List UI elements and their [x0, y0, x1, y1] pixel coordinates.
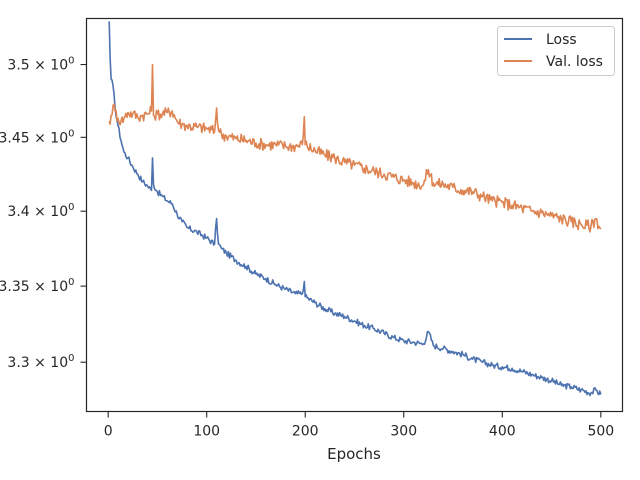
x-tick-label: 200 — [292, 424, 319, 440]
series-layer — [108, 21, 602, 397]
x-axis: 0 100 200 300 400 500 — [104, 411, 614, 440]
legend-label-loss: Loss — [546, 32, 577, 48]
series-line-loss — [108, 21, 602, 397]
x-axis-label: Epochs — [327, 445, 381, 463]
x-tick-label: 500 — [587, 424, 614, 440]
y-tick-label: 3.4 × 100 — [7, 202, 74, 220]
x-tick-label: 0 — [104, 424, 113, 440]
legend: Loss Val. loss — [497, 26, 615, 76]
y-tick-label: 3.3 × 100 — [7, 353, 74, 371]
y-tick-label: 3.35 × 100 — [0, 277, 75, 295]
x-tick-label: 300 — [390, 424, 417, 440]
x-tick-label: 100 — [193, 424, 220, 440]
legend-label-val-loss: Val. loss — [546, 54, 603, 70]
plot-frame — [85, 17, 624, 413]
y-tick-label: 3.5 × 100 — [7, 56, 74, 74]
y-axis: 3.3 × 100 3.35 × 100 3.4 × 100 3.45 × 100 3.… — [0, 56, 87, 371]
x-tick-label: 400 — [489, 424, 516, 440]
y-tick-label: 3.45 × 100 — [0, 128, 75, 146]
series-line-val-loss — [108, 63, 602, 233]
